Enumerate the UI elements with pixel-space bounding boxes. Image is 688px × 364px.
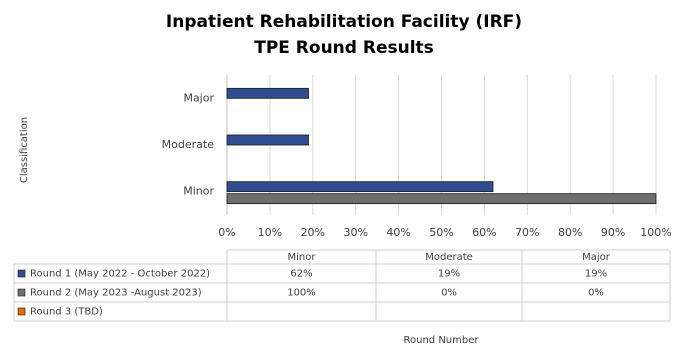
table-cell: 19% [438,269,460,280]
legend-key [17,288,26,297]
x-tick-label: 30% [343,226,367,239]
bar [226,87,309,99]
y-axis-title: Classification [19,117,30,183]
x-tick-label: 70% [515,226,539,239]
legend-key [17,269,26,278]
y-tick-label: Moderate [162,138,215,151]
x-tick-label: 80% [558,226,582,239]
bar [226,134,309,146]
x-tick-label: 0% [218,226,235,239]
bar [226,181,494,193]
table-cell: 19% [585,269,607,280]
table-cell: 0% [441,288,457,299]
legend-label: Round 3 (TBD) [30,307,103,318]
x-tick-label: 40% [386,226,410,239]
y-tick-label: Major [183,91,214,104]
x-tick-label: 90% [601,226,625,239]
chart-title: Inpatient Rehabilitation Facility (IRF) [166,12,522,32]
table-header: Moderate [425,252,473,263]
x-axis-title: Round Number [404,335,480,346]
table-header: Minor [288,252,317,263]
x-tick-label: 50% [429,226,453,239]
x-tick-label: 20% [301,226,325,239]
table-cell: 100% [287,288,316,299]
x-tick-label: 60% [472,226,496,239]
table-cell: 62% [290,269,312,280]
legend-label: Round 2 (May 2023 -August 2023) [30,288,202,299]
table-header: Major [582,252,611,263]
x-tick-label: 10% [258,226,282,239]
x-tick-label: 100% [640,226,671,239]
chart-title: TPE Round Results [254,38,434,58]
table-cell: 0% [588,288,604,299]
legend-label: Round 1 (May 2022 - October 2022) [30,269,210,280]
legend-key [17,307,26,316]
bar [226,193,657,205]
y-tick-label: Minor [183,185,214,198]
